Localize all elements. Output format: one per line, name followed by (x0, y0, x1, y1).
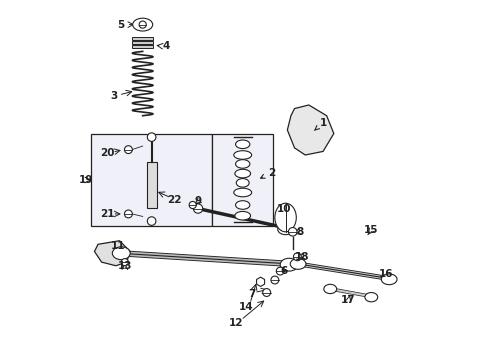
Text: 3: 3 (110, 91, 118, 101)
Ellipse shape (290, 258, 305, 269)
Text: 10: 10 (276, 203, 290, 213)
Ellipse shape (235, 201, 249, 209)
Text: 18: 18 (294, 252, 308, 262)
Ellipse shape (235, 140, 249, 149)
Text: 8: 8 (296, 227, 303, 237)
Bar (91, 134, 212, 226)
Polygon shape (287, 105, 333, 155)
Ellipse shape (234, 211, 250, 220)
Text: 11: 11 (110, 241, 124, 251)
Ellipse shape (277, 224, 293, 235)
Circle shape (124, 210, 132, 218)
Polygon shape (94, 241, 130, 266)
Circle shape (121, 258, 128, 266)
Circle shape (147, 133, 156, 141)
Text: 16: 16 (378, 269, 392, 279)
Bar (132, 41, 153, 44)
Text: 19: 19 (78, 175, 93, 185)
Bar (212, 134, 272, 226)
Text: 4: 4 (162, 41, 169, 51)
Circle shape (288, 228, 296, 236)
Text: 5: 5 (118, 19, 124, 30)
Bar (132, 37, 153, 40)
Circle shape (293, 253, 301, 261)
Ellipse shape (234, 169, 250, 178)
Bar (146, 162, 156, 208)
Circle shape (270, 276, 278, 284)
Circle shape (139, 21, 146, 28)
Circle shape (262, 289, 270, 296)
Text: 22: 22 (167, 195, 182, 204)
Ellipse shape (233, 188, 251, 197)
Text: 7: 7 (247, 289, 255, 299)
Text: 2: 2 (260, 168, 274, 178)
Ellipse shape (132, 18, 152, 31)
Ellipse shape (235, 159, 249, 168)
Text: 9: 9 (194, 197, 201, 206)
Text: 20: 20 (100, 148, 114, 158)
Ellipse shape (364, 293, 377, 302)
Circle shape (276, 267, 284, 275)
Ellipse shape (381, 274, 396, 285)
Text: 6: 6 (280, 266, 287, 276)
Circle shape (124, 146, 132, 154)
Circle shape (147, 217, 156, 225)
Ellipse shape (280, 258, 298, 271)
Text: 14: 14 (239, 302, 253, 312)
Ellipse shape (274, 203, 296, 232)
Ellipse shape (112, 247, 130, 260)
Text: 21: 21 (100, 209, 114, 219)
Bar (132, 45, 153, 48)
Text: 12: 12 (228, 318, 243, 328)
Circle shape (189, 202, 196, 208)
Circle shape (193, 204, 203, 213)
Text: 13: 13 (117, 261, 132, 271)
Text: 15: 15 (364, 225, 378, 235)
Text: 17: 17 (340, 295, 355, 305)
Text: 1: 1 (314, 118, 326, 130)
Ellipse shape (233, 151, 251, 159)
Ellipse shape (323, 284, 336, 294)
Ellipse shape (236, 179, 248, 187)
